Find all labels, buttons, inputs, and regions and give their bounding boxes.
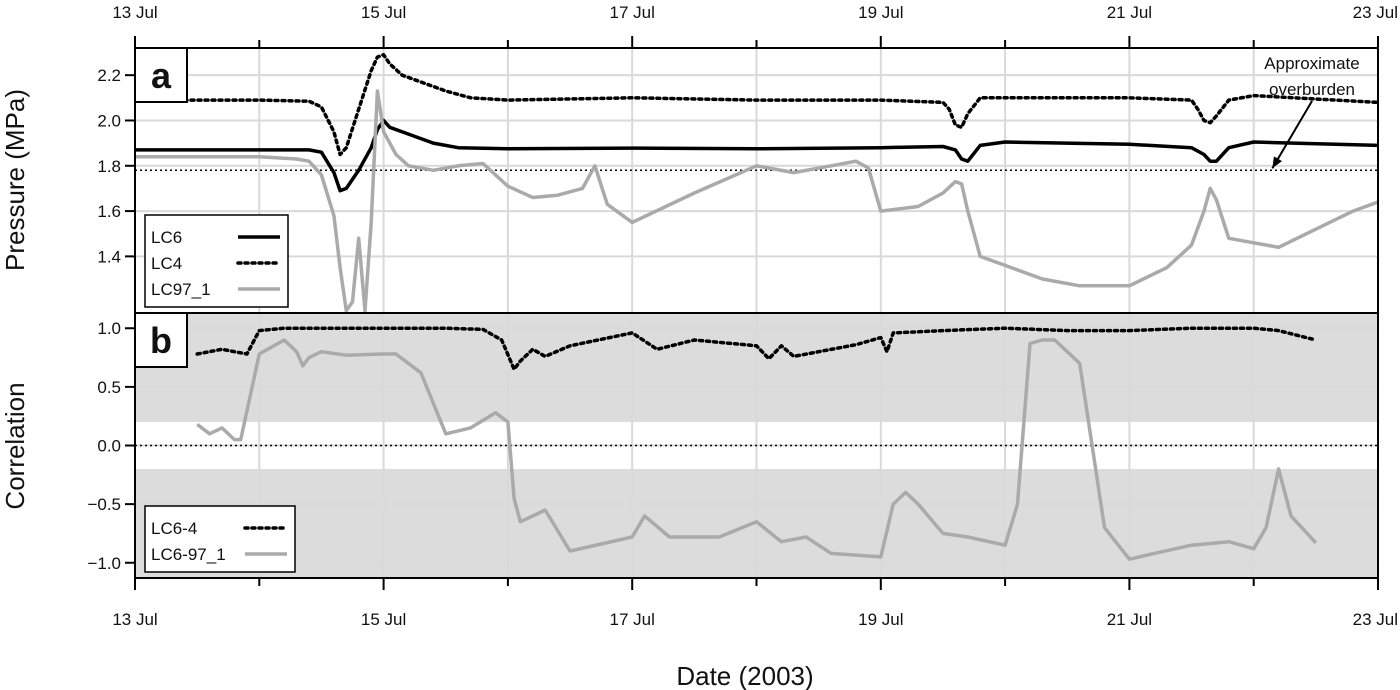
series-group — [135, 53, 1378, 313]
y-tick-label: −0.5 — [87, 495, 121, 514]
series-line-lc4 — [135, 53, 1378, 157]
x-tick-label-top: 19 Jul — [858, 3, 903, 22]
legend-label: LC6-97_1 — [151, 545, 226, 564]
y-tick-label: 1.0 — [97, 319, 121, 338]
panel-label-box — [134, 47, 188, 103]
x-tick-label-top: 21 Jul — [1107, 3, 1152, 22]
x-tick-label-bottom: 15 Jul — [361, 610, 406, 629]
y-tick-label: 2.2 — [97, 66, 121, 85]
x-tick-label-top: 23 Jul — [1353, 3, 1398, 22]
panel-label: b — [150, 320, 172, 361]
legend-label: LC6-4 — [151, 519, 197, 538]
annotation-arrowhead — [1272, 156, 1282, 169]
legend-box — [144, 214, 289, 308]
legend-label: LC4 — [151, 254, 182, 273]
panel-a: 1.4 1.6 1.8 2.0 2.2 Pressure (MPa) a LC6 LC4 LC97… — [0, 47, 1379, 314]
panel-label-box — [134, 312, 188, 368]
x-tick-label-top: 17 Jul — [610, 3, 655, 22]
x-tick-label-bottom: 21 Jul — [1107, 610, 1152, 629]
series-line-lc6 — [135, 118, 1378, 193]
x-tick-label-top: 15 Jul — [361, 3, 406, 22]
y-tick-label: 1.6 — [97, 202, 121, 221]
annotation-text: overburden — [1269, 80, 1355, 99]
x-axis-label: Date (2003) — [676, 661, 813, 690]
x-axes: 13 Jul 13 Jul 15 Jul 15 Jul 17 Jul 17 Jul 19 J… — [112, 3, 1398, 629]
y-tick-label: 1.8 — [97, 157, 121, 176]
y-tick-label: 0.0 — [97, 437, 121, 456]
x-tick-label-bottom: 23 Jul — [1353, 610, 1398, 629]
series-line-lc6-4 — [195, 326, 1318, 372]
y-axis-label: Pressure (MPa) — [0, 89, 30, 271]
legend-label: LC6 — [151, 228, 182, 247]
x-tick-label-bottom: 19 Jul — [858, 610, 903, 629]
y-tick-label: 2.0 — [97, 111, 121, 130]
panel-label: a — [151, 55, 172, 96]
annotation-arrow — [1271, 100, 1313, 169]
y-tick-label: 1.4 — [97, 247, 121, 266]
series-group — [195, 326, 1318, 561]
x-tick-label-top: 13 Jul — [112, 3, 157, 22]
legend-label: LC97_1 — [151, 280, 211, 299]
series-line-lc97-1 — [135, 89, 1378, 313]
x-tick-label-bottom: 13 Jul — [112, 610, 157, 629]
annotation-text: Approximate — [1264, 54, 1359, 73]
y-tick-label: 0.5 — [97, 378, 121, 397]
legend-box — [144, 505, 296, 573]
y-tick-label: −1.0 — [87, 554, 121, 573]
panel-b: −1.0 −0.5 0.0 0.5 1.0 Correlation b LC6-4 LC6-97… — [0, 312, 1379, 579]
y-axis-label: Correlation — [0, 382, 30, 509]
series-line-lc6-97-1 — [196, 338, 1318, 561]
x-tick-label-bottom: 17 Jul — [610, 610, 655, 629]
